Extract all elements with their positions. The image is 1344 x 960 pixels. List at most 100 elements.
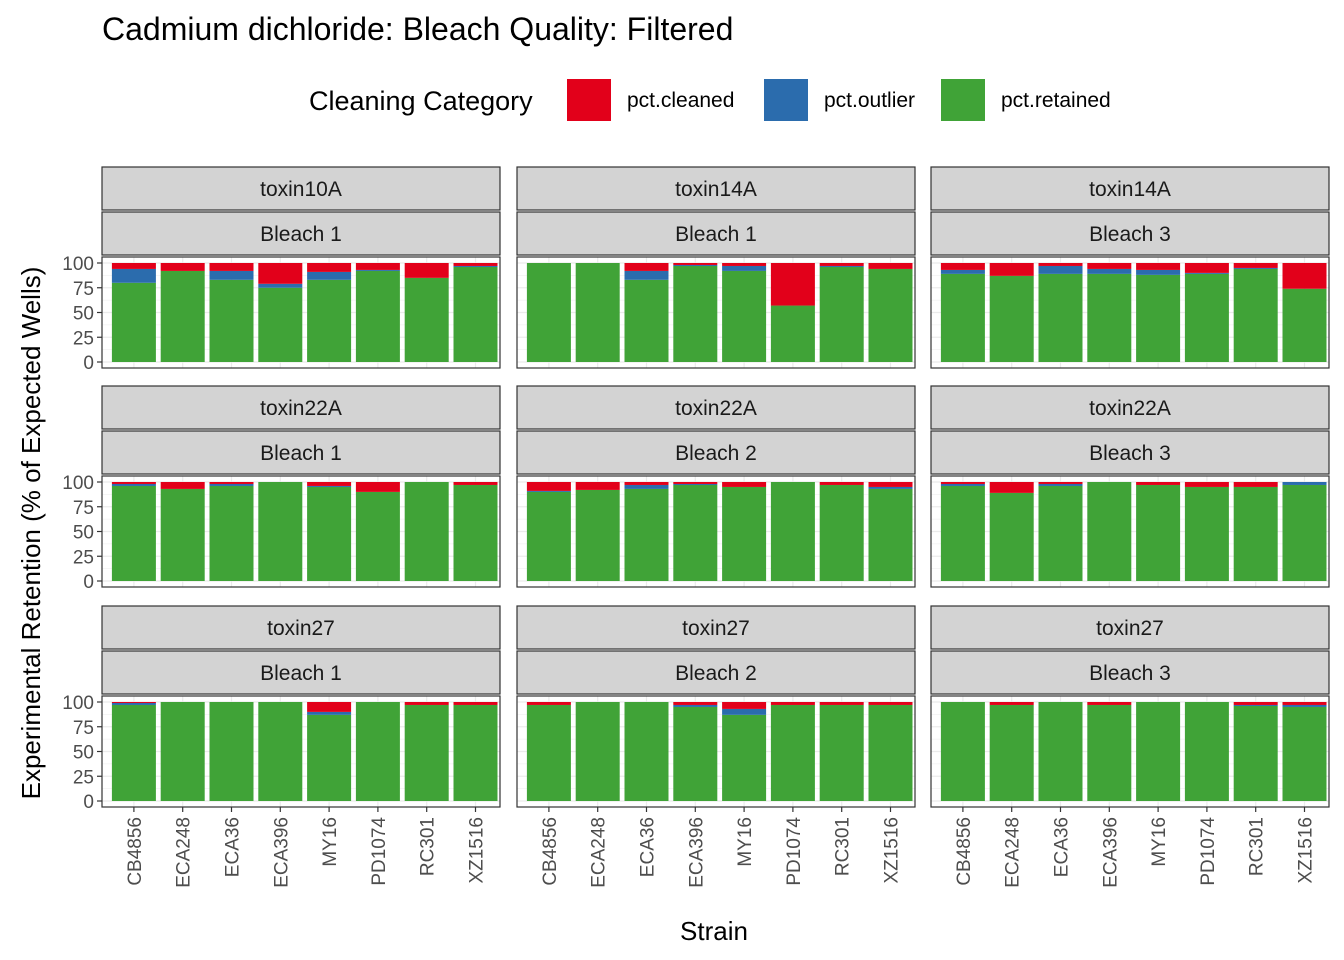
bar-retained-ECA248 — [160, 702, 205, 801]
bar-cleaned-MY16 — [307, 263, 352, 272]
bar-cleaned-XZ1516 — [868, 702, 913, 705]
bar-cleaned-ECA396 — [258, 263, 303, 284]
bar-retained-PD1074 — [1184, 486, 1229, 581]
bar-retained-ECA36 — [624, 702, 669, 801]
bar-cleaned-CB4856 — [940, 482, 985, 484]
legend-swatch-outlier — [764, 79, 808, 121]
legend-swatch-retained — [941, 79, 985, 121]
bar-retained-ECA248 — [160, 488, 205, 581]
panel-border — [516, 475, 916, 588]
y-tick-label: 100 — [62, 693, 94, 714]
bar-retained-XZ1516 — [868, 268, 913, 362]
strip-bleach-label: Bleach 1 — [675, 223, 757, 246]
bar-outlier-CB4856 — [940, 269, 985, 274]
bar-cleaned-ECA248 — [989, 263, 1034, 276]
x-tick-label: RC301 — [833, 817, 854, 876]
bar-cleaned-XZ1516 — [1282, 702, 1327, 705]
y-tick-label: 25 — [73, 547, 94, 568]
strip-bleach-label: Bleach 3 — [1089, 442, 1171, 465]
strip-bleach-label: Bleach 3 — [1089, 223, 1171, 246]
x-tick-label: XZ1516 — [467, 817, 488, 884]
x-tick-label: ECA248 — [589, 817, 610, 888]
bar-cleaned-MY16 — [722, 263, 767, 266]
bar-cleaned-ECA396 — [1087, 263, 1132, 269]
bar-outlier-ECA36 — [209, 483, 254, 486]
bar-outlier-ECA36 — [1038, 265, 1083, 274]
strip-bleach — [516, 211, 916, 256]
bar-retained-ECA248 — [575, 489, 620, 581]
strip-toxin-label: toxin10A — [260, 178, 342, 201]
strip-bleach-label: Bleach 1 — [260, 442, 342, 465]
bar-retained-XZ1516 — [1282, 484, 1327, 581]
y-tick-label: 0 — [83, 792, 94, 813]
bar-retained-RC301 — [1233, 268, 1278, 362]
y-tick-label: 25 — [73, 328, 94, 349]
x-tick-label: PD1074 — [1198, 817, 1219, 886]
bar-outlier-ECA36 — [624, 270, 669, 280]
strip-toxin-label: toxin22A — [260, 397, 342, 420]
strip-bleach — [930, 211, 1330, 256]
panel-border — [930, 256, 1330, 369]
legend-label-cleaned: pct.cleaned — [627, 89, 734, 112]
y-tick-label: 0 — [83, 353, 94, 374]
bar-cleaned-PD1074 — [1184, 263, 1229, 273]
panel-border — [516, 256, 916, 369]
legend-swatch-cleaned — [567, 79, 611, 121]
legend-items: pct.cleaned pct.outlier pct.retained — [567, 79, 1111, 121]
y-tick-label: 0 — [83, 572, 94, 593]
bar-cleaned-RC301 — [404, 263, 449, 278]
bar-cleaned-RC301 — [819, 482, 864, 485]
strip-bleach — [101, 430, 501, 475]
bar-retained-PD1074 — [1184, 702, 1229, 801]
bar-retained-ECA36 — [1038, 273, 1083, 362]
bar-retained-ECA248 — [160, 270, 205, 362]
bar-retained-ECA396 — [1087, 273, 1132, 362]
bar-retained-ECA36 — [209, 702, 254, 801]
x-tick-label: PD1074 — [784, 817, 805, 886]
bar-outlier-CB4856 — [940, 483, 985, 486]
strip-toxin-label: toxin27 — [1096, 617, 1164, 640]
bar-retained-ECA396 — [1087, 704, 1132, 801]
panel-toxin22A-bleach2: toxin22A Bleach 2 — [516, 385, 916, 588]
bar-cleaned-ECA396 — [673, 482, 718, 484]
x-tick-label: CB4856 — [540, 817, 561, 886]
strip-bleach — [930, 430, 1330, 475]
x-tick-label: CB4856 — [954, 817, 975, 886]
strip-bleach-label: Bleach 2 — [675, 442, 757, 465]
bar-cleaned-XZ1516 — [453, 702, 498, 705]
y-tick-label: 75 — [73, 279, 94, 300]
bar-cleaned-ECA36 — [209, 482, 254, 484]
legend-label-retained: pct.retained — [1001, 89, 1111, 112]
bar-cleaned-RC301 — [404, 702, 449, 705]
bar-outlier-ECA396 — [258, 283, 303, 288]
bar-cleaned-PD1074 — [355, 263, 400, 270]
y-tick-label: 100 — [62, 473, 94, 494]
strip-bleach-label: Bleach 1 — [260, 662, 342, 685]
bar-cleaned-ECA36 — [1038, 482, 1083, 484]
bar-cleaned-MY16 — [1136, 482, 1181, 485]
strip-bleach-label: Bleach 2 — [675, 662, 757, 685]
bar-cleaned-ECA396 — [1087, 702, 1132, 705]
bar-cleaned-ECA396 — [673, 702, 718, 705]
bar-outlier-CB4856 — [111, 483, 156, 486]
strip-bleach — [101, 650, 501, 695]
chart-title: Cadmium dichloride: Bleach Quality: Filt… — [102, 11, 733, 47]
bar-retained-PD1074 — [1184, 273, 1229, 362]
bar-retained-MY16 — [1136, 702, 1181, 801]
bar-outlier-CB4856 — [526, 490, 571, 492]
y-axes: 0 25 50 75 100 0 25 50 75 100 0 25 50 75 100 — [62, 254, 102, 813]
bar-cleaned-ECA36 — [624, 263, 669, 271]
legend-title: Cleaning Category — [309, 86, 533, 116]
bar-outlier-MY16 — [1136, 269, 1181, 275]
strip-toxin — [101, 605, 501, 650]
bar-outlier-XZ1516 — [1282, 482, 1327, 485]
bar-cleaned-RC301 — [819, 702, 864, 705]
bar-outlier-RC301 — [1233, 267, 1278, 269]
bar-retained-MY16 — [307, 486, 352, 581]
bar-cleaned-MY16 — [1136, 263, 1181, 270]
bar-outlier-MY16 — [722, 708, 767, 715]
x-tick-label: PD1074 — [369, 817, 390, 886]
panel-toxin10A-bleach1: toxin10A Bleach 1 — [101, 166, 501, 369]
bar-retained-RC301 — [819, 704, 864, 801]
